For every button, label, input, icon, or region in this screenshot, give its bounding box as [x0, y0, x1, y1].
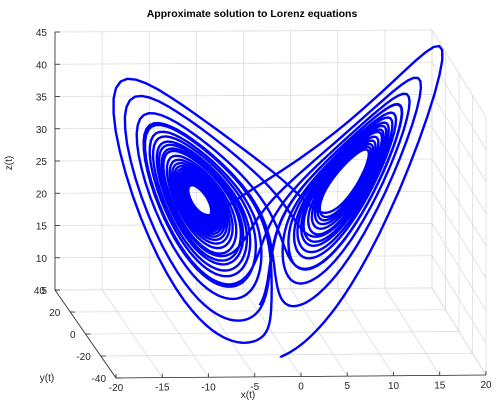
z-tick-label: 25	[36, 157, 48, 168]
x-tick-label: -5	[250, 382, 259, 393]
x-tick-label: 5	[345, 381, 351, 392]
y-tick-label: 20	[49, 308, 61, 319]
side-wall-gridline-z	[431, 29, 487, 118]
side-wall-gridline-z	[431, 191, 487, 279]
z-axis-label: z(t)	[4, 156, 15, 170]
y-tick-label: -20	[76, 352, 91, 363]
x-tick-label: -10	[201, 382, 216, 393]
z-tick-label: 5	[41, 286, 47, 297]
x-tick-label: 20	[480, 380, 492, 391]
side-wall-gridline-z	[431, 126, 487, 214]
back-wall-gridline-z	[54, 287, 433, 291]
z-tick-label: 30	[36, 125, 48, 136]
y-tick-label: -40	[92, 374, 107, 385]
z-tick-label: 40	[36, 60, 48, 71]
side-wall-gridline-z	[431, 158, 487, 247]
side-wall-gridline-z	[431, 94, 487, 182]
z-tick-label: 15	[36, 222, 48, 233]
z-tick-label: 20	[36, 189, 48, 200]
z-tick-label: 45	[36, 28, 48, 39]
tick-layer: -20 -15 -10 -5 0 5 10 15 20-40-20020405101520253…	[34, 28, 492, 394]
x-tick-label: 0	[298, 382, 304, 393]
x-tick-label: 15	[434, 380, 446, 391]
side-wall-gridline-z	[431, 223, 487, 311]
axis-layer	[54, 31, 487, 379]
x-tick-label: -20	[109, 383, 124, 394]
back-wall-gridline-z	[54, 94, 433, 97]
side-wall-gridline-z	[431, 62, 487, 150]
chart-title: Approximate solution to Lorenz equations	[147, 8, 358, 20]
x-axis-label: x(t)	[241, 390, 255, 401]
lorenz-trajectory-line	[112, 44, 444, 359]
x-tick-label: -15	[155, 383, 170, 394]
z-tick-label: 10	[36, 254, 48, 265]
floor-gridline-y	[85, 331, 460, 335]
back-wall-gridline-z	[54, 29, 433, 33]
y-axis-label: y(t)	[40, 373, 54, 384]
z-tick-label: 35	[36, 93, 48, 104]
side-wall-gridline-z	[431, 255, 487, 343]
data-layer	[112, 44, 444, 359]
x-tick-label: 10	[388, 381, 400, 392]
y-tick-label: 40	[34, 286, 46, 297]
y-tick-label: 0	[70, 330, 76, 341]
back-wall-gridline-z	[54, 61, 433, 65]
side-wall-gridline-z	[431, 287, 487, 376]
